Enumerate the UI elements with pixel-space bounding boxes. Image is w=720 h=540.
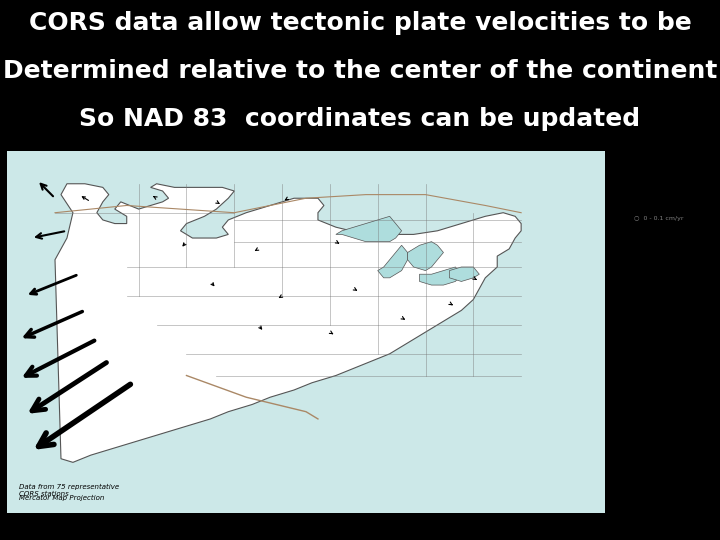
Text: 2.0: 2.0 [670, 422, 682, 431]
Polygon shape [449, 267, 480, 281]
Text: CORS data allow tectonic plate velocities to be: CORS data allow tectonic plate velocitie… [29, 11, 691, 35]
Polygon shape [420, 267, 462, 285]
Text: 1.0: 1.0 [670, 386, 682, 395]
Polygon shape [55, 184, 521, 462]
Polygon shape [336, 217, 402, 241]
Text: Crustal Velocity
Examples (cm/yr): Crustal Velocity Examples (cm/yr) [625, 253, 693, 272]
Text: 0.1: 0.1 [670, 299, 682, 308]
Text: Data from 75 representative
CORS stations: Data from 75 representative CORS station… [19, 484, 120, 497]
Text: Determined relative to the center of the continent: Determined relative to the center of the… [3, 59, 717, 83]
Text: Mercator Map Projection: Mercator Map Projection [19, 495, 104, 501]
Text: 4.0: 4.0 [670, 462, 682, 470]
Polygon shape [378, 245, 408, 278]
Text: 0.2: 0.2 [670, 328, 682, 336]
Text: 0.5: 0.5 [670, 356, 682, 366]
Text: ○  0 - 0.1 cm/yr: ○ 0 - 0.1 cm/yr [634, 217, 683, 221]
Text: Data from 75 representative
CORS stations: Data from 75 representative CORS station… [607, 488, 685, 498]
Polygon shape [408, 241, 444, 271]
FancyBboxPatch shape [55, 187, 521, 470]
Text: NAD83 Crustal
Velocities: NAD83 Crustal Velocities [631, 169, 687, 188]
Text: So NAD 83  coordinates can be updated: So NAD 83 coordinates can be updated [79, 107, 641, 131]
